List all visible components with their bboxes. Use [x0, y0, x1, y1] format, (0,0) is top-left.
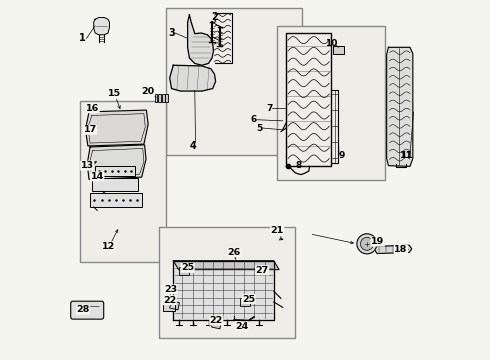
Bar: [80, 101, 166, 262]
Text: 15: 15: [107, 89, 121, 98]
Text: 3: 3: [168, 28, 175, 38]
Bar: [95, 166, 135, 176]
Text: 1: 1: [79, 33, 86, 43]
Text: 25: 25: [181, 264, 194, 273]
Polygon shape: [375, 245, 412, 253]
Text: 12: 12: [102, 242, 115, 251]
Text: 4: 4: [190, 141, 196, 151]
Text: 6: 6: [251, 115, 257, 124]
Text: 16: 16: [86, 104, 99, 113]
Text: 11: 11: [400, 151, 413, 160]
Text: 22: 22: [163, 296, 176, 305]
Text: 25: 25: [242, 294, 255, 303]
Bar: [166, 8, 302, 155]
Bar: [333, 45, 343, 54]
Text: 23: 23: [164, 285, 177, 294]
FancyBboxPatch shape: [71, 301, 104, 319]
Text: 24: 24: [235, 322, 248, 331]
Bar: [179, 267, 190, 275]
Bar: [158, 94, 161, 102]
Polygon shape: [170, 301, 179, 310]
Polygon shape: [87, 145, 146, 179]
Text: 11: 11: [400, 151, 413, 160]
Circle shape: [357, 234, 377, 254]
Bar: [163, 303, 175, 311]
Text: 27: 27: [256, 266, 269, 275]
Text: 9: 9: [339, 151, 345, 160]
Text: 5: 5: [256, 123, 263, 132]
Polygon shape: [94, 18, 109, 35]
Text: 13: 13: [81, 161, 94, 170]
Text: 8: 8: [295, 161, 302, 170]
Bar: [162, 94, 165, 102]
Text: 10: 10: [325, 39, 337, 48]
Polygon shape: [173, 261, 279, 270]
Text: 19: 19: [371, 237, 384, 246]
Bar: [90, 193, 142, 207]
Text: 22: 22: [210, 316, 223, 325]
Text: 26: 26: [228, 248, 241, 257]
Text: 14: 14: [91, 172, 104, 181]
Bar: [166, 94, 168, 102]
Bar: [277, 26, 385, 180]
Text: 18: 18: [394, 246, 408, 255]
Text: 17: 17: [83, 125, 97, 134]
Polygon shape: [212, 320, 221, 329]
Text: 2: 2: [211, 12, 218, 22]
Text: 28: 28: [76, 305, 90, 314]
Text: 7: 7: [266, 104, 272, 113]
Polygon shape: [170, 65, 216, 91]
Bar: [240, 298, 250, 306]
Text: 20: 20: [142, 86, 155, 95]
Bar: [159, 226, 295, 338]
Text: 20: 20: [142, 86, 154, 95]
Circle shape: [361, 237, 373, 250]
Bar: [155, 94, 157, 102]
Text: 21: 21: [270, 226, 284, 235]
Polygon shape: [387, 47, 413, 166]
Polygon shape: [173, 261, 274, 320]
Bar: [92, 178, 138, 192]
Polygon shape: [188, 15, 214, 65]
Polygon shape: [85, 110, 148, 146]
